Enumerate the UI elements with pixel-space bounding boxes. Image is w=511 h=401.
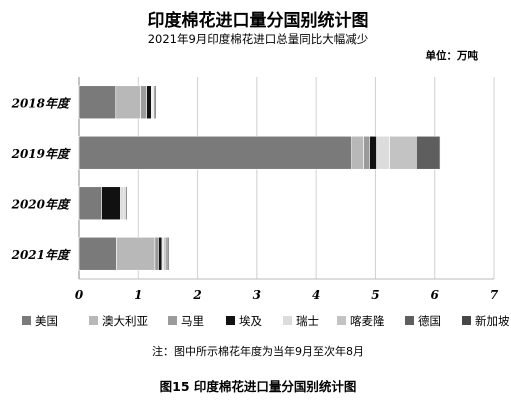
bar-segment [78, 236, 117, 271]
x-tick-label: 7 [490, 288, 499, 302]
figure-caption: 图15 印度棉花进口量分国别统计图 [160, 379, 357, 394]
bar-segment [116, 236, 156, 271]
legend-label: 马里 [181, 314, 204, 328]
legend-swatch [283, 316, 292, 325]
legend-item: 新加坡 [462, 314, 510, 328]
bar-segment [154, 236, 159, 271]
bar-segment [78, 135, 353, 170]
bar-segment [416, 135, 441, 170]
bar-segment [78, 85, 117, 120]
legend-item: 德国 [405, 314, 441, 328]
x-tick-label: 0 [75, 288, 84, 302]
y-tick-label: 2018年度 [11, 96, 71, 110]
legend-label: 美国 [35, 314, 58, 328]
y-tick-label: 2019年度 [11, 147, 71, 161]
legend-swatch [168, 316, 177, 325]
x-axis-ticks: 0 1 2 3 4 5 6 7 [75, 288, 499, 302]
unit-label: 单位：万吨 [426, 49, 479, 62]
legend-swatch [89, 316, 98, 325]
bar-segment [120, 186, 125, 221]
bar-segment [140, 85, 147, 120]
bar-segment [167, 236, 170, 271]
bar-segment [363, 135, 370, 170]
legend-item: 美国 [22, 314, 58, 328]
legend-item: 瑞士 [283, 314, 319, 328]
x-tick-label: 6 [431, 288, 440, 302]
legend: 美国 澳大利亚 马里 埃及 瑞士 喀麦隆 德国 新加坡 [22, 314, 510, 328]
bar-segment [351, 135, 364, 170]
x-tick-label: 3 [253, 288, 261, 302]
chart-note: 注：图中所示棉花年度为当年9月至次年8月 [152, 344, 364, 358]
bar-segment [376, 135, 390, 170]
legend-label: 澳大利亚 [102, 314, 148, 328]
legend-label: 喀麦隆 [350, 314, 385, 328]
y-tick-label: 2021年度 [11, 248, 71, 262]
bar-segment [158, 236, 163, 271]
legend-swatch [226, 316, 235, 325]
bar-segment [101, 186, 121, 221]
legend-label: 新加坡 [475, 314, 510, 328]
legend-label: 埃及 [239, 314, 262, 328]
legend-item: 澳大利亚 [89, 314, 148, 328]
legend-swatch [405, 316, 414, 325]
bar-segment [146, 85, 152, 120]
x-tick-label: 2 [192, 288, 201, 302]
chart-title: 印度棉花进口量分国别统计图 [148, 10, 369, 31]
bar-segment [125, 186, 128, 221]
bar-segment [389, 135, 417, 170]
bar-segment [163, 236, 167, 271]
legend-label: 瑞士 [296, 314, 319, 328]
legend-item: 埃及 [226, 314, 262, 328]
legend-swatch [337, 316, 346, 325]
x-tick-label: 5 [371, 288, 379, 302]
legend-item: 马里 [168, 314, 204, 328]
bar-segment [154, 85, 157, 120]
y-tick-label: 2020年度 [11, 197, 71, 211]
bars [78, 85, 441, 271]
legend-label: 德国 [418, 314, 441, 328]
bar-segment [369, 135, 377, 170]
chart-subtitle: 2021年9月印度棉花进口总量同比大幅减少 [148, 32, 369, 46]
bar-segment [78, 186, 102, 221]
bar-segment [115, 85, 141, 120]
legend-item: 喀麦隆 [337, 314, 385, 328]
y-axis-ticks: 2018年度 2019年度 2020年度 2021年度 [11, 96, 71, 262]
legend-swatch [462, 316, 471, 325]
x-tick-label: 1 [134, 288, 142, 302]
legend-swatch [22, 316, 31, 325]
x-tick-label: 4 [312, 288, 320, 302]
